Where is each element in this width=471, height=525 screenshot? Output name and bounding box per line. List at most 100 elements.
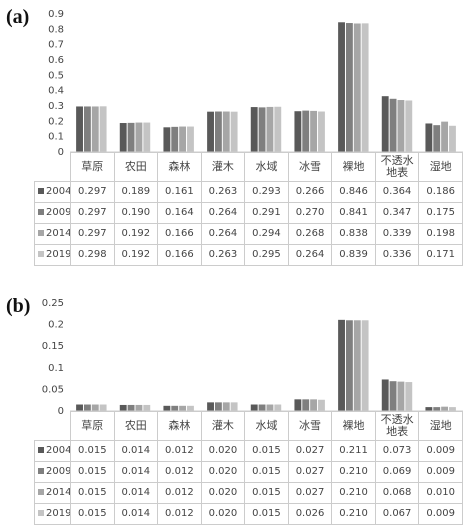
bar xyxy=(449,125,456,152)
value-label: 0.298 xyxy=(70,244,115,266)
legend-cell: 2009 xyxy=(34,461,71,483)
legend-swatch xyxy=(38,251,44,257)
bar xyxy=(127,404,135,411)
x-tick-label: 森林 xyxy=(157,152,202,182)
x-tick-label: 农田 xyxy=(113,411,159,441)
value-label: 0.297 xyxy=(70,202,115,224)
value-label: 0.015 xyxy=(70,482,115,504)
bar xyxy=(397,381,405,411)
bar xyxy=(389,98,397,152)
bar xyxy=(449,407,456,411)
legend-swatch xyxy=(38,447,44,453)
table-row: 2009 0.297 0.190 0.164 0.264 0.291 0.270 0.841 0… xyxy=(34,202,463,224)
bar xyxy=(135,122,143,152)
value-label: 0.009 xyxy=(418,503,463,525)
legend-label: 2019 xyxy=(46,249,71,260)
data-table: 草原 农田 森林 灌木 水域 冰雪 裸地 不透水地表 湿地 2004 0.015 0.014 0.012… xyxy=(34,411,463,525)
bar xyxy=(425,407,433,411)
value-label: 0.012 xyxy=(157,461,202,483)
value-label: 0.009 xyxy=(418,461,463,483)
bar xyxy=(310,399,318,411)
chart-panel: (a) 0 0.1 0.2 0.3 0.4 0.5 0.6 0.7 0.8 0.9 草原 农田 森林 灌木水… xyxy=(0,0,471,266)
bar xyxy=(119,123,127,152)
value-label: 0.166 xyxy=(157,223,202,245)
bar xyxy=(397,100,405,152)
value-label: 0.364 xyxy=(374,181,420,203)
x-tick-label: 不透水地表 xyxy=(374,411,420,441)
value-label: 0.190 xyxy=(113,202,159,224)
value-label: 0.297 xyxy=(70,181,115,203)
value-label: 0.268 xyxy=(287,223,333,245)
value-label: 0.198 xyxy=(418,223,463,245)
table-row: 2014 0.297 0.192 0.166 0.264 0.294 0.268 0.838 0… xyxy=(34,223,463,245)
legend-cell: 2009 xyxy=(34,202,71,224)
bar xyxy=(187,405,194,411)
value-label: 0.841 xyxy=(331,202,376,224)
value-label: 0.264 xyxy=(200,202,246,224)
value-label: 0.014 xyxy=(113,503,159,525)
legend-label: 2014 xyxy=(46,487,71,498)
bar xyxy=(258,107,266,152)
value-label: 0.015 xyxy=(244,482,289,504)
legend-cell: 2014 xyxy=(34,482,71,504)
bar xyxy=(338,22,345,153)
y-tick-label: 0.3 xyxy=(48,101,64,112)
y-tick-label: 0.4 xyxy=(48,86,64,97)
bar xyxy=(381,96,389,152)
table-body: 草原 农田 森林 灌木 水域 冰雪 裸地 不透水地表 湿地 2004 0.015 0.014 0.012… xyxy=(34,411,463,525)
bar xyxy=(318,399,325,411)
data-table: 草原 农田 森林 灌木 水域 冰雪 裸地 不透水地表 湿地 2004 0.297 0.189 0.161… xyxy=(34,152,463,266)
bar xyxy=(318,111,325,152)
x-tick-label: 灌木 xyxy=(200,411,246,441)
value-label: 0.186 xyxy=(418,181,463,203)
value-label: 0.014 xyxy=(113,440,159,462)
bar xyxy=(230,402,238,411)
y-tick-label: 0.2 xyxy=(48,116,64,127)
header-row: 草原 农田 森林 灌木 水域 冰雪 裸地 不透水地表 湿地 xyxy=(34,152,463,182)
bar xyxy=(381,379,389,411)
legend-label: 2014 xyxy=(46,228,71,239)
bar xyxy=(258,404,266,411)
x-tick-label: 水域 xyxy=(244,152,289,182)
y-tick-label: 0.5 xyxy=(48,70,64,81)
value-label: 0.192 xyxy=(113,244,159,266)
bar xyxy=(127,122,135,152)
bar xyxy=(230,111,238,152)
plot: 00.050.10.150.20.25 xyxy=(42,298,463,417)
value-label: 0.015 xyxy=(70,461,115,483)
x-tick-label: 冰雪 xyxy=(287,152,333,182)
table-row: 2019 0.298 0.192 0.166 0.263 0.295 0.264 0.839 0… xyxy=(34,244,463,266)
value-label: 0.026 xyxy=(287,503,333,525)
value-label: 0.266 xyxy=(287,181,333,203)
x-tick-label: 农田 xyxy=(113,152,159,182)
bar xyxy=(302,110,310,152)
y-tick-label: 0.9 xyxy=(48,9,64,20)
bar xyxy=(76,404,83,411)
bar xyxy=(187,126,194,152)
bar xyxy=(433,125,441,152)
legend-label: 2019 xyxy=(46,508,71,519)
bar xyxy=(441,406,449,411)
x-tick-label: 灌木 xyxy=(200,152,246,182)
value-label: 0.210 xyxy=(331,482,376,504)
bar xyxy=(171,126,179,152)
legend-swatch xyxy=(38,188,44,194)
bar xyxy=(425,123,433,152)
panel-label: (b) xyxy=(6,295,31,317)
legend-swatch xyxy=(38,489,44,495)
value-label: 0.210 xyxy=(331,503,376,525)
bar xyxy=(83,106,91,152)
value-label: 0.263 xyxy=(200,181,246,203)
x-tick-label: 水域 xyxy=(244,411,289,441)
value-label: 0.073 xyxy=(374,440,420,462)
bar xyxy=(361,23,369,152)
x-tick-label: 草原 xyxy=(70,152,115,182)
bar xyxy=(389,381,397,411)
value-label: 0.012 xyxy=(157,482,202,504)
value-label: 0.347 xyxy=(374,202,420,224)
value-label: 0.014 xyxy=(113,461,159,483)
corner-cell xyxy=(34,152,71,182)
bar xyxy=(91,404,99,411)
plot: 00.10.20.30.40.50.60.70.80.9 xyxy=(48,9,463,158)
value-label: 0.020 xyxy=(200,440,246,462)
